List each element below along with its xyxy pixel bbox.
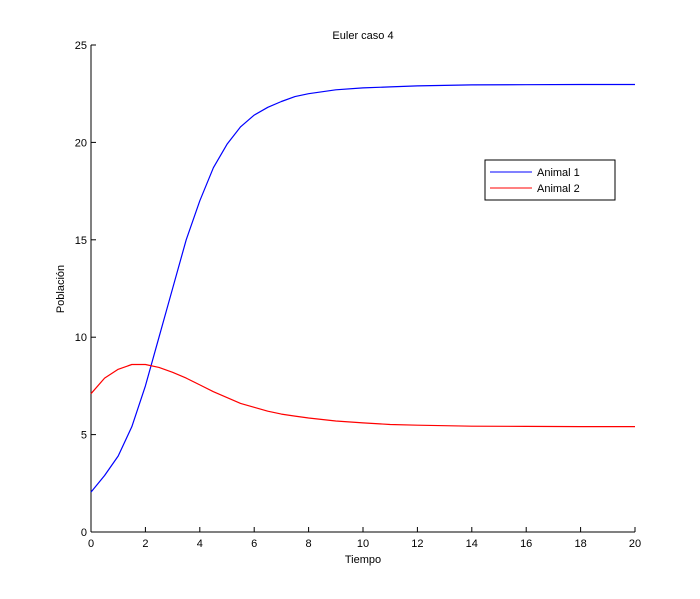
- legend-box: [484, 159, 616, 201]
- chart-title: Euler caso 4: [332, 30, 393, 42]
- x-tick-label: 12: [411, 538, 423, 550]
- x-tick-label: 0: [88, 538, 94, 550]
- x-tick-label: 20: [629, 538, 641, 550]
- legend-label-animal-1: Animal 1: [537, 167, 580, 179]
- y-tick-label: 25: [75, 40, 87, 52]
- x-tick-label: 14: [466, 538, 478, 550]
- x-tick-label: 2: [142, 538, 148, 550]
- series-line-2: [90, 363, 635, 428]
- y-tick-label: 10: [75, 332, 87, 344]
- x-tick-label: 4: [197, 538, 203, 550]
- x-tick-label: 16: [520, 538, 532, 550]
- series-line-1: [90, 83, 635, 493]
- x-tick-label: 10: [357, 538, 369, 550]
- legend-label-animal-2: Animal 2: [537, 183, 580, 195]
- y-tick-label: 20: [75, 137, 87, 149]
- x-axis: 0 2 4 6 8 10 12 14 16 18 20: [88, 527, 641, 550]
- y-tick-label: 0: [81, 527, 87, 539]
- y-tick-label: 15: [75, 235, 87, 247]
- x-tick-label: 6: [251, 538, 257, 550]
- y-tick-label: 5: [81, 430, 87, 442]
- y-axis-label: Población: [55, 265, 67, 313]
- x-tick-label: 8: [306, 538, 312, 550]
- x-tick-label: 18: [574, 538, 586, 550]
- plot-area: [90, 45, 635, 533]
- y-axis: 0 5 10 15 20 25: [75, 40, 96, 539]
- legend: Animal 1 Animal 2: [484, 159, 616, 201]
- x-axis-label: Tiempo: [345, 554, 381, 566]
